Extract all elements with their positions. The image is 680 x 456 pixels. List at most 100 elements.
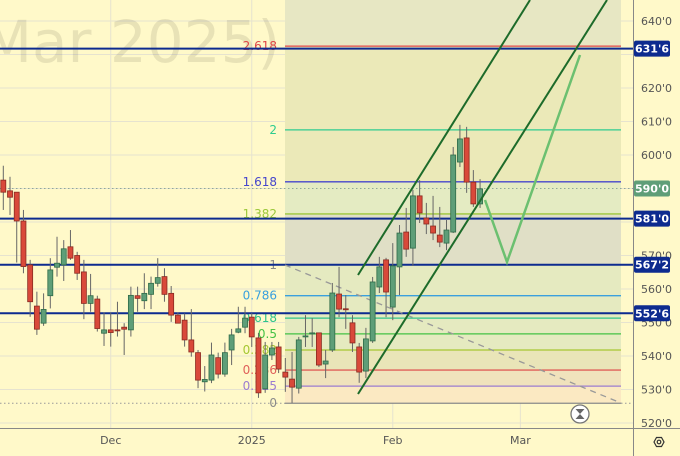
- price-tag-bg: [634, 180, 670, 197]
- candle-body-down: [188, 339, 195, 353]
- candle: [228, 328, 235, 366]
- price-tag: 552'6: [634, 305, 670, 322]
- candle-body-down: [67, 246, 74, 259]
- fib-band: [285, 386, 621, 404]
- candle-body-up: [148, 282, 154, 295]
- candle: [302, 315, 309, 347]
- candle: [134, 286, 141, 312]
- price-tag-text: 567'2: [635, 259, 669, 272]
- fib-band: [285, 0, 621, 47]
- candle: [242, 306, 248, 334]
- candle-body-up: [235, 328, 242, 333]
- candle-body-down: [470, 181, 477, 205]
- candle: [289, 351, 295, 403]
- replay-hourglass-icon[interactable]: [570, 404, 590, 424]
- candle-body-up: [329, 292, 336, 351]
- candle: [107, 312, 114, 347]
- time-axis-label: 2025: [238, 434, 266, 447]
- candle-body-down: [342, 308, 349, 311]
- candle: [27, 259, 34, 317]
- candle: [188, 309, 195, 357]
- candle: [443, 219, 450, 251]
- candle-body-up: [443, 229, 450, 244]
- candle: [181, 313, 188, 347]
- candle: [316, 332, 322, 368]
- fib-band: [285, 46, 621, 130]
- candle-body-down: [168, 292, 175, 316]
- candle-body-up: [228, 334, 235, 351]
- candle: [94, 295, 101, 332]
- channel-upper-line[interactable]: [357, 0, 531, 276]
- candle-body-up: [87, 295, 94, 304]
- dashed-trendline[interactable]: [284, 264, 622, 404]
- candle-body-up: [309, 332, 316, 335]
- symbol-watermark: Mar 2025): [0, 8, 280, 76]
- candle: [148, 276, 154, 310]
- candle-body-down: [121, 326, 128, 330]
- settings-gear-icon[interactable]: [653, 436, 665, 448]
- price-tag-bg: [634, 210, 670, 227]
- candle-body-down: [107, 329, 114, 333]
- candle-body-down: [383, 259, 389, 293]
- candle: [60, 240, 67, 281]
- forecast-path[interactable]: [483, 54, 582, 266]
- candle-body-up: [376, 266, 383, 288]
- candle: [255, 332, 262, 398]
- candle: [87, 273, 94, 312]
- candle: [268, 341, 275, 361]
- candle: [221, 342, 228, 377]
- candle: [67, 230, 74, 260]
- horizontal-level-lines[interactable]: [0, 47, 633, 315]
- candle: [457, 124, 463, 168]
- candle: [463, 126, 470, 193]
- candle-body-down: [195, 352, 201, 381]
- fib-band: [285, 264, 621, 296]
- candle-body-up: [295, 339, 302, 389]
- candle: [416, 180, 423, 224]
- candle: [215, 352, 222, 379]
- fib-level-label: 0.786: [243, 289, 277, 303]
- dotted-lines: [0, 188, 633, 404]
- fib-level-label: 2.618: [243, 39, 277, 53]
- candle: [309, 318, 316, 347]
- candle: [174, 312, 181, 324]
- price-axis-label: 620'0: [641, 82, 672, 95]
- candle: [470, 170, 477, 207]
- price-tag: 581'0: [634, 210, 670, 227]
- candle-body-down: [20, 220, 27, 267]
- candle-body-down: [275, 346, 282, 370]
- price-axis-label: 540'0: [641, 350, 672, 363]
- time-axis-label: Mar: [510, 434, 531, 447]
- candle-body-down: [356, 346, 363, 373]
- candle: [349, 315, 356, 352]
- price-tags: 590'0 631'6 581'0 567'2 552'6: [634, 40, 670, 322]
- candle-body-down: [134, 295, 141, 299]
- candle: [322, 349, 329, 379]
- candle: [383, 257, 389, 318]
- candle-body-up: [201, 379, 208, 383]
- candle-body-down: [27, 264, 34, 303]
- candle-body-up: [101, 329, 107, 334]
- candle: [127, 286, 134, 337]
- candle-body-up: [457, 138, 463, 163]
- candle: [121, 323, 128, 355]
- fib-band: [285, 370, 621, 387]
- candle-body-up: [363, 338, 369, 372]
- price-axis[interactable]: 640'0620'0610'0600'0570'0560'0550'0540'0…: [641, 15, 672, 430]
- candle-body-down: [248, 316, 255, 338]
- candle: [376, 256, 383, 294]
- candle: [101, 312, 107, 346]
- fib-band: [285, 318, 621, 334]
- candle-body-down: [289, 378, 295, 388]
- channel-lower-line[interactable]: [357, 0, 608, 395]
- time-axis[interactable]: Dec 2025 Feb Mar: [100, 434, 531, 447]
- time-axis-label: Dec: [100, 434, 121, 447]
- candle: [295, 336, 302, 394]
- candle-body-up: [410, 195, 416, 249]
- price-axis-label: 520'0: [641, 417, 672, 430]
- candle: [342, 295, 349, 329]
- candle: [47, 258, 54, 309]
- price-tag-text: 631'6: [635, 43, 669, 56]
